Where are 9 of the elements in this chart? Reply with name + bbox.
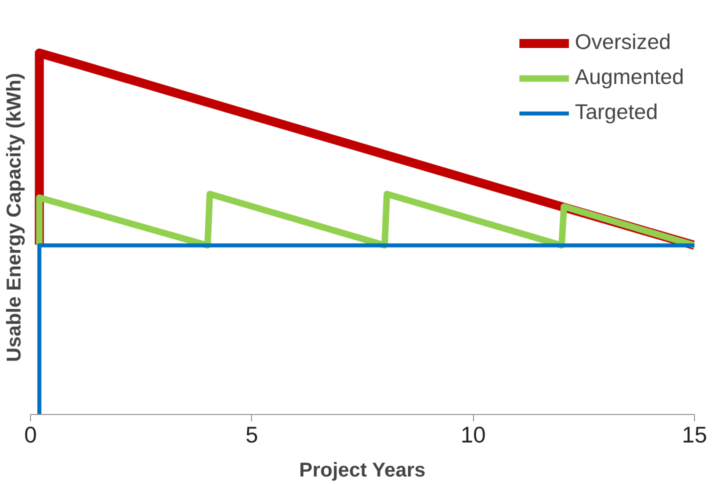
x-tick-label: 15 [682,422,708,448]
x-tick-label: 0 [24,422,37,448]
legend-label: Augmented [574,65,684,90]
x-tick-label: 5 [246,422,258,448]
x-axis-title: Project Years [299,460,426,482]
legend-label: Targeted [574,100,658,125]
x-tick-label: 10 [460,422,486,448]
legend-label: Oversized [574,30,671,55]
y-axis-title: Usable Energy Capacity (kWh) [4,73,26,362]
